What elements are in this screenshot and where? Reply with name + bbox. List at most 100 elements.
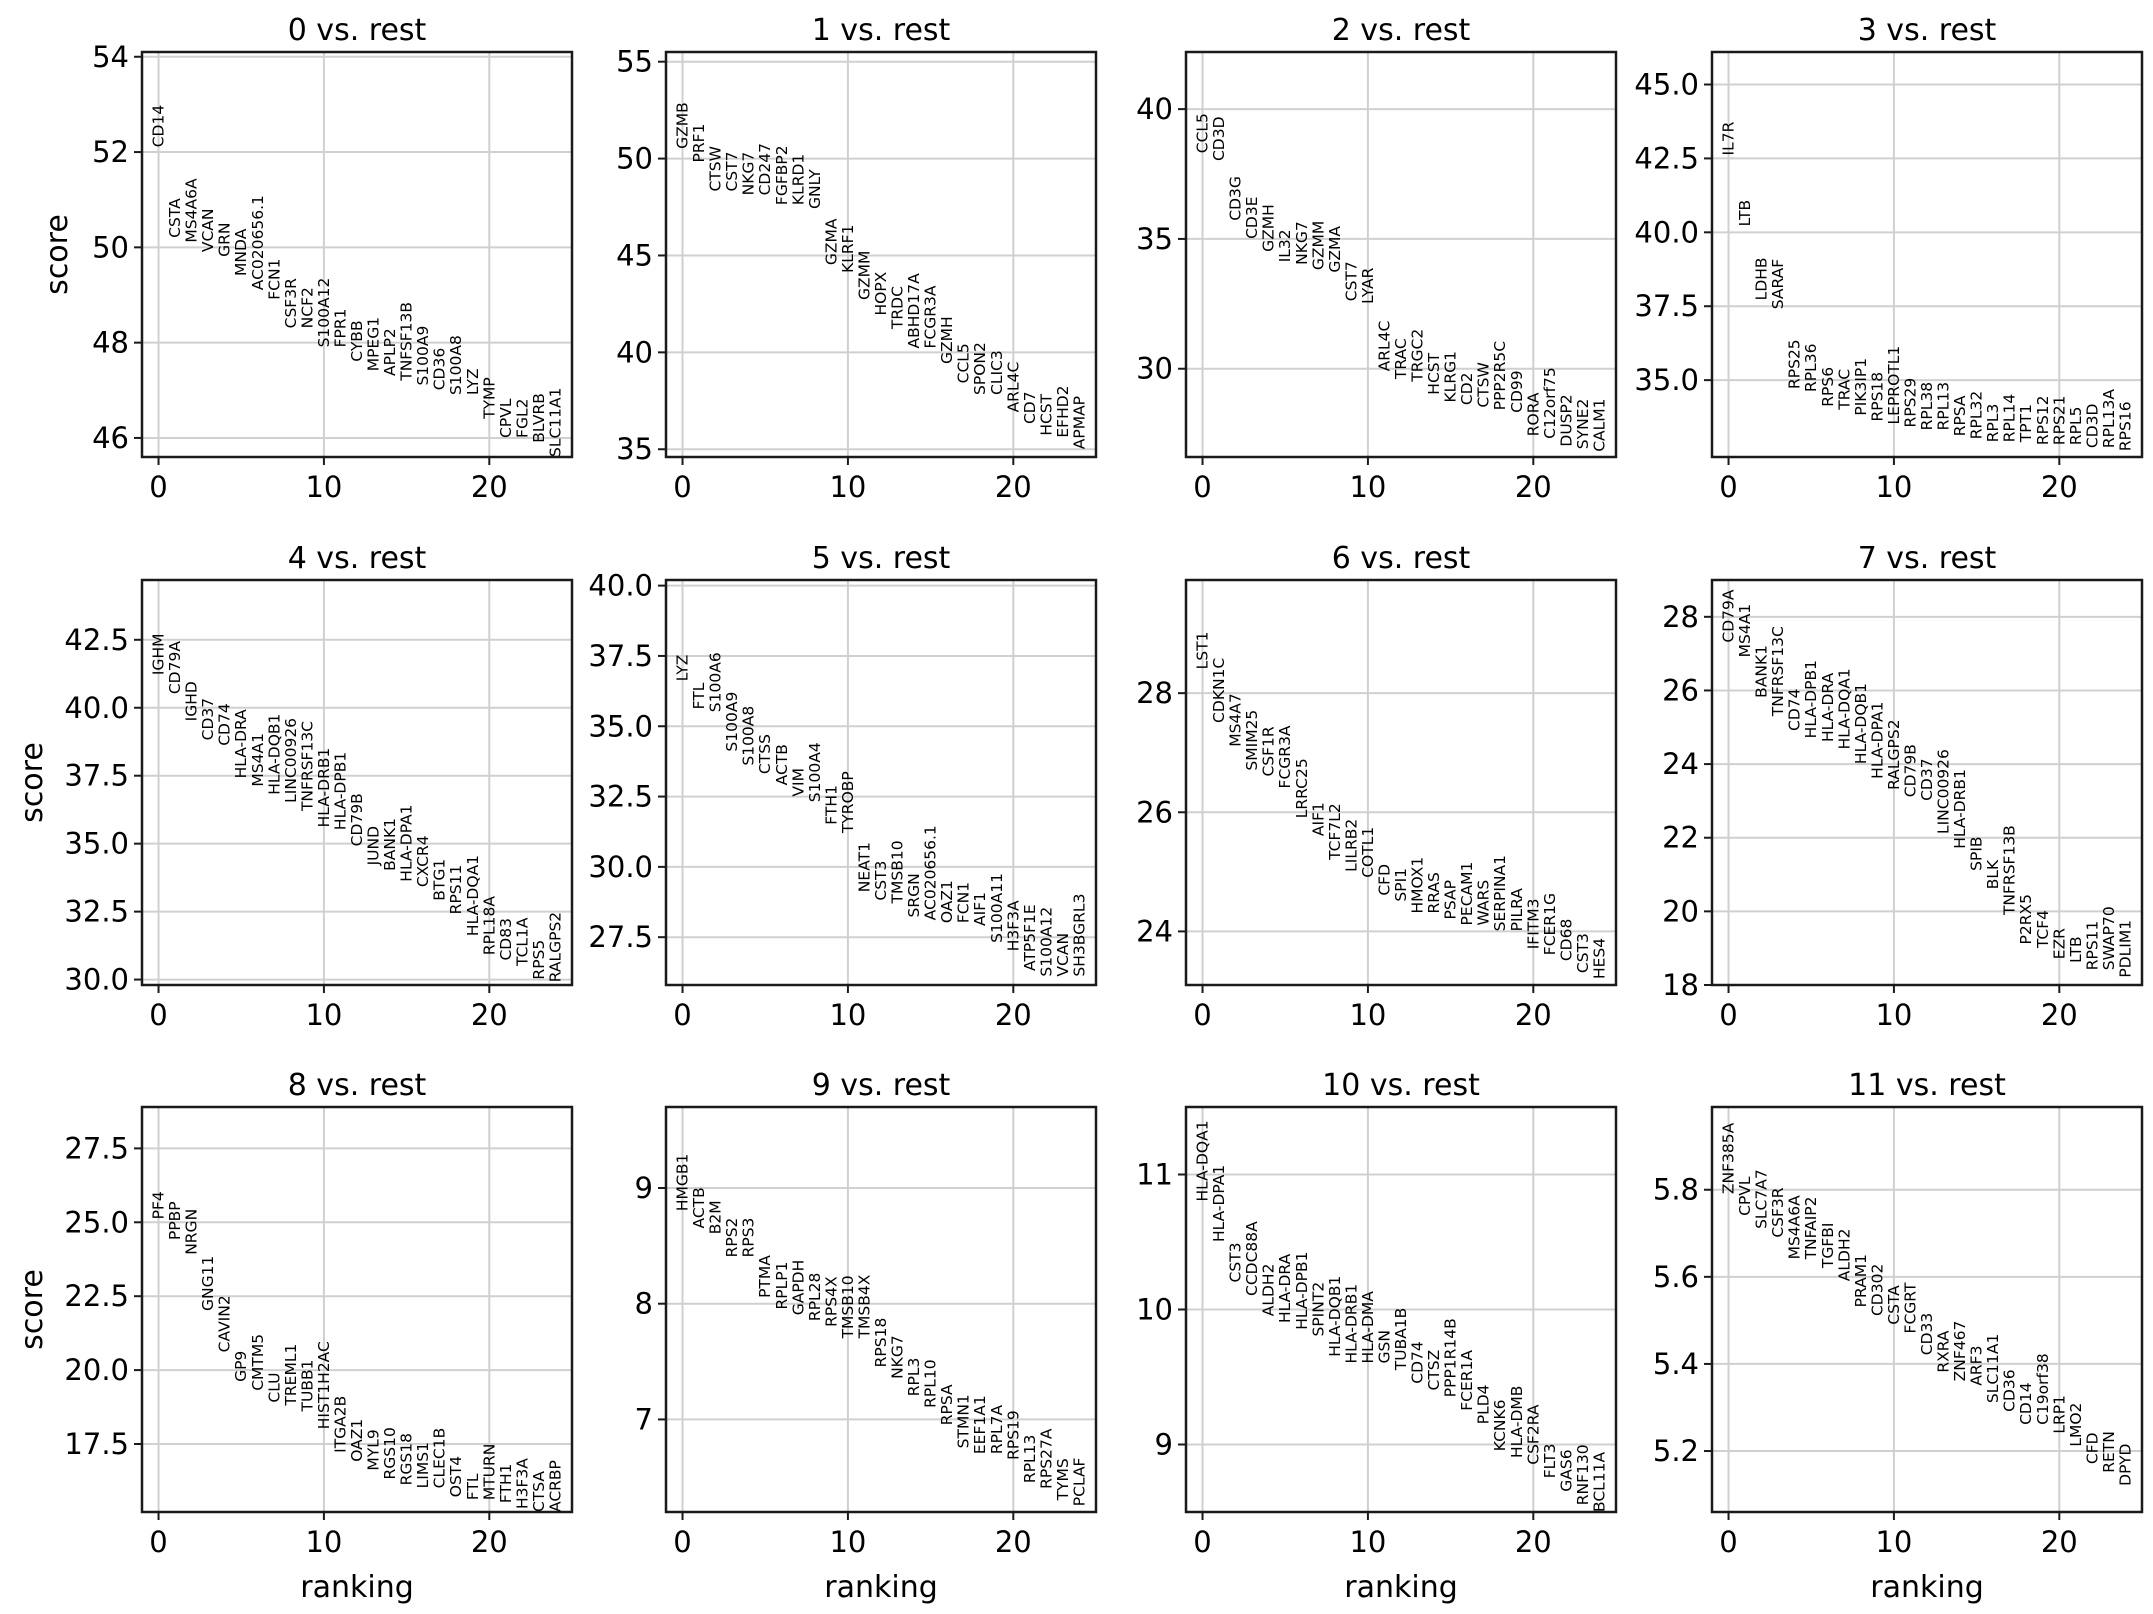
gene-label: HLA-DQA1 xyxy=(464,855,482,936)
gene-label: CD74 xyxy=(1786,688,1804,730)
gene-label: RALGPS2 xyxy=(546,912,564,982)
gene-label: MS4A6A xyxy=(183,178,201,243)
x-tick-label: 20 xyxy=(1515,1525,1552,1559)
gene-label: PPBP xyxy=(166,1201,184,1240)
gene-label: LINC00926 xyxy=(1935,749,1953,834)
gene-label: RPS21 xyxy=(2050,395,2068,445)
gene-label: CD79A xyxy=(1720,589,1738,642)
gene-label: MS4A6A xyxy=(1786,1195,1804,1260)
x-tick-label: 10 xyxy=(305,998,342,1032)
gene-label: CD2 xyxy=(1458,372,1476,405)
panel-title: 4 vs. rest xyxy=(288,541,427,576)
gene-label: C19orf38 xyxy=(2034,1353,2052,1425)
gene-label: IGHD xyxy=(183,681,201,721)
gene-label: RPL3 xyxy=(905,1358,923,1397)
gene-label: CCL5 xyxy=(955,343,973,383)
gene-label: HLA-DRB1 xyxy=(1342,1284,1360,1364)
gene-label: HLA-DPB1 xyxy=(331,752,349,830)
gene-label: RGS18 xyxy=(398,1433,416,1485)
gene-label: EEF1A1 xyxy=(971,1395,989,1454)
x-tick-label: 0 xyxy=(1719,998,1737,1032)
y-tick-label: 28 xyxy=(1662,600,1699,634)
panel-title: 9 vs. rest xyxy=(812,1068,951,1103)
gene-label: SPINT2 xyxy=(1309,1282,1327,1337)
y-tick-label: 35.0 xyxy=(588,709,653,743)
y-tick-label: 25.0 xyxy=(64,1205,129,1239)
x-tick-label: 20 xyxy=(1515,470,1552,504)
y-tick-label: 5.4 xyxy=(1653,1347,1699,1381)
y-tick-label: 26 xyxy=(1136,795,1173,829)
gene-label: HLA-DPA1 xyxy=(1868,702,1886,779)
gene-label: ZNF467 xyxy=(1951,1321,1969,1382)
x-tick-label: 20 xyxy=(471,998,508,1032)
axes-frame xyxy=(1710,50,2144,459)
gene-label: BLVRB xyxy=(530,393,548,443)
y-tick-label: 30.0 xyxy=(64,963,129,997)
y-tick-label: 11 xyxy=(1136,1158,1173,1192)
gene-label: PRF1 xyxy=(690,124,708,163)
gene-label: TMSB10 xyxy=(889,840,907,904)
gene-label: CST3 xyxy=(1227,1243,1245,1283)
axes-frame xyxy=(140,50,574,459)
gene-label: RPL10 xyxy=(922,1359,940,1407)
gene-label: HLA-DRA xyxy=(1276,1253,1294,1323)
gene-label: HLA-DPA1 xyxy=(398,804,416,881)
gene-label: TRAC xyxy=(1835,369,1853,411)
gene-label: FTL xyxy=(464,1473,482,1500)
panel-title: 2 vs. rest xyxy=(1332,13,1471,48)
gene-label: RPL13 xyxy=(1021,1435,1039,1483)
gene-label: CLEC1B xyxy=(431,1428,449,1489)
gene-label: H3F3A xyxy=(513,1458,531,1509)
gene-label: APLP2 xyxy=(381,328,399,376)
gene-label: CSF2RA xyxy=(1524,1404,1542,1465)
gene-label: SMIM25 xyxy=(1243,710,1261,771)
panel-0: 0 10 20 46 48 50 52 54 0 vs. rest score CD14 CSTAMS… xyxy=(40,13,574,504)
gene-label: CPVL xyxy=(497,398,515,438)
gene-label: TNFAIP2 xyxy=(1802,1196,1820,1260)
axes-frame xyxy=(1710,578,2144,987)
gene-label: HLA-DPB1 xyxy=(1802,660,1820,738)
gene-label: IL7R xyxy=(1720,121,1738,155)
x-tick-label: 0 xyxy=(1193,470,1211,504)
y-tick-label: 22.5 xyxy=(64,1279,129,1313)
gene-label: ACRBP xyxy=(546,1460,564,1512)
x-tick-label: 0 xyxy=(149,998,167,1032)
gene-label: RPS16 xyxy=(2116,401,2134,451)
gene-label: S100A8 xyxy=(740,706,758,766)
gene-label: SLC11A1 xyxy=(546,388,564,458)
x-tick-label: 10 xyxy=(829,1525,866,1559)
gene-label: RPS11 xyxy=(447,865,465,915)
gene-label: LYZ xyxy=(674,655,692,682)
gene-label: RNF130 xyxy=(1574,1444,1592,1505)
gene-label: IL32 xyxy=(1276,229,1294,262)
gene-label: SRGN xyxy=(905,873,923,917)
gene-label: AC020656.1 xyxy=(922,825,940,920)
gene-label: CD37 xyxy=(199,698,217,740)
x-tick-label: 0 xyxy=(1193,998,1211,1032)
y-axis-label: score xyxy=(15,742,50,823)
gene-label: TRAC xyxy=(1392,338,1410,380)
gene-label: EZR xyxy=(2050,928,2068,959)
gene-label: CSF3R xyxy=(282,278,300,328)
gene-label: RPL7A xyxy=(988,1405,1006,1455)
axes-frame xyxy=(1184,578,1618,987)
y-tick-label: 42.5 xyxy=(64,623,129,657)
gene-label: CTSS xyxy=(756,734,774,774)
gene-label: CTSW xyxy=(707,146,725,191)
gene-label: RPL3 xyxy=(1984,404,2002,443)
gene-label: S100A9 xyxy=(723,692,741,752)
x-tick-label: 10 xyxy=(1875,998,1912,1032)
gene-label: OAZ1 xyxy=(938,880,956,923)
gene-label: HLA-DRB1 xyxy=(315,748,333,828)
y-tick-label: 45 xyxy=(616,238,653,272)
gene-label: SPIB xyxy=(1968,836,1986,870)
gene-label: RPS12 xyxy=(2034,395,2052,445)
gene-label: GZMA xyxy=(1326,226,1344,273)
gene-label: HLA-DMA xyxy=(1359,1291,1377,1364)
gene-label: FGL2 xyxy=(513,399,531,438)
gene-label: PPP2R5C xyxy=(1491,341,1509,410)
gene-label: RPS3 xyxy=(740,1218,758,1258)
gene-label: CST7 xyxy=(723,152,741,192)
gene-label: MPEG1 xyxy=(365,317,383,371)
